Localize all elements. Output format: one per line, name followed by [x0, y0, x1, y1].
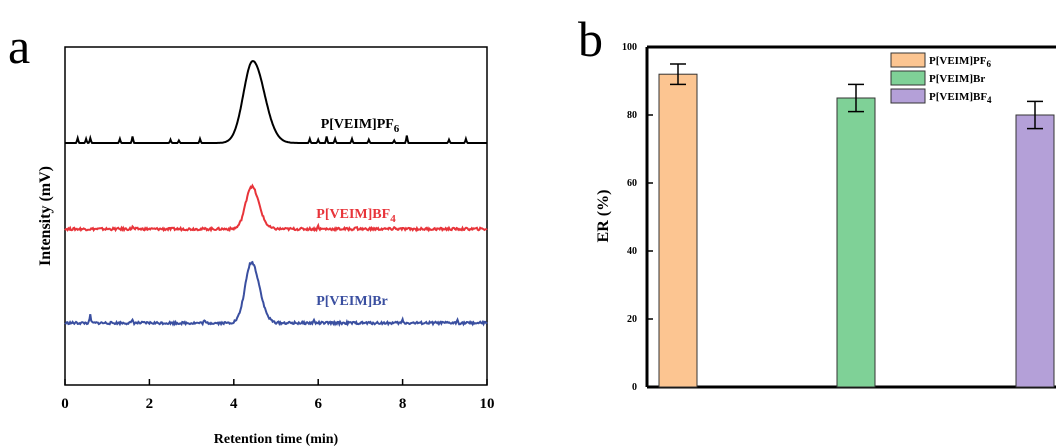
trace-label: P[VEIM]Br: [316, 294, 388, 309]
chromatogram-plot-frame: [64, 46, 488, 386]
x-tick-label: 8: [399, 396, 407, 412]
chromatogram-trace-labels: P[VEIM]PF6 P[VEIM]BF4 P[VEIM]Br: [316, 117, 400, 309]
legend-swatch: [890, 88, 926, 104]
x-tick-label: 4: [230, 396, 238, 412]
legend-label: P[VEIM]Br: [929, 73, 985, 85]
panel-b-letter: b: [578, 11, 603, 67]
y-tick-label: 60: [627, 178, 637, 189]
x-tick-label: 10: [480, 396, 495, 412]
trace-label: P[VEIM]PF6: [321, 117, 400, 135]
bar: [836, 97, 876, 388]
trace-line: [64, 260, 488, 327]
er-bar-y-axis-label: ER (%): [595, 190, 612, 243]
y-tick-label: 40: [627, 246, 637, 257]
y-tick-label: 100: [622, 42, 637, 53]
bar: [658, 73, 698, 388]
er-bar-panel: 0 20 40 60 80 100 P[VEIM]PF6 P[VEIM]Br P[VEIM]B…: [595, 42, 1056, 393]
er-bars: [658, 63, 1055, 388]
x-tick-label: 0: [61, 396, 69, 412]
trace-line: [64, 183, 488, 233]
chromatogram-panel: 0 2 4 6 8 10 P[VEIM]PF6 P[VEIM]BF4 P[VEIM]Br Re…: [37, 46, 495, 447]
er-bar-legend: P[VEIM]PF6 P[VEIM]Br P[VEIM]BF4: [890, 52, 992, 105]
panel-a-letter: a: [8, 18, 30, 74]
y-tick-label: 20: [627, 314, 637, 325]
y-tick-label: 80: [627, 110, 637, 121]
legend-swatch: [890, 70, 926, 86]
legend-label: P[VEIM]PF6: [929, 55, 991, 69]
er-bar-y-ticks: 0 20 40 60 80 100: [622, 42, 653, 393]
legend-swatch: [890, 52, 926, 68]
x-tick-label: 2: [146, 396, 154, 412]
chromatogram-x-ticks: 0 2 4 6 8 10: [61, 379, 495, 412]
chromatogram-y-axis-label: Intensity (mV): [37, 166, 54, 266]
trace-line: [65, 60, 487, 144]
chromatogram-traces: [64, 60, 488, 327]
bar: [1015, 114, 1055, 388]
legend-label: P[VEIM]BF4: [929, 91, 992, 105]
y-tick-label: 0: [632, 382, 637, 393]
x-tick-label: 6: [314, 396, 322, 412]
trace-label: P[VEIM]BF4: [316, 207, 396, 225]
chromatogram-x-axis-label: Retention time (min): [214, 432, 339, 447]
